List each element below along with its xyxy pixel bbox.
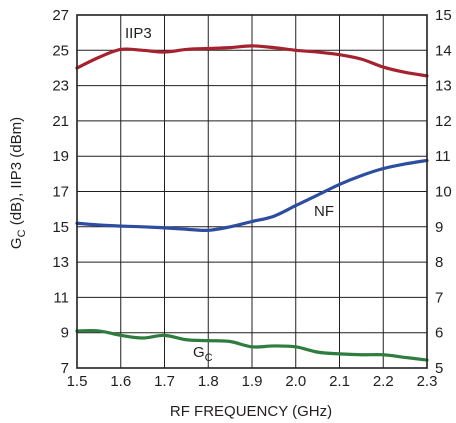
y-right-tick-label: 5 (435, 360, 443, 377)
x-tick-label: 2.0 (285, 373, 306, 390)
series-label-iip3: IIP3 (125, 25, 152, 42)
y-axis-title-left: GC (dB), IIP3 (dBm) (8, 117, 28, 249)
y-right-tick-label: 12 (435, 113, 452, 130)
y-right-tick-label: 6 (435, 325, 443, 342)
series-line-nf (75, 158, 429, 233)
y-right-tick-label: 15 (435, 7, 452, 24)
y-left-tick-label: 17 (52, 184, 69, 201)
y-left-tick-label: 23 (52, 78, 69, 95)
y-left-tick-label: 25 (52, 42, 69, 59)
y-right-tick-label: 14 (435, 42, 452, 59)
plot-frame (76, 14, 428, 369)
y-left-tick-label: 11 (53, 289, 69, 306)
y-left-tick-label: 13 (52, 254, 69, 271)
series-layer (75, 44, 429, 362)
tick-labels: 1.5 1.6 1.7 1.8 1.9 2.0 2.1 2.2 2.3 7 9 11 13 15 17 19 2… (52, 7, 451, 390)
x-tick-label: 1.6 (110, 373, 131, 390)
y-right-tick-label: 11 (435, 148, 451, 165)
series-line-iip3 (75, 44, 429, 78)
y-left-tick-label: 7 (61, 360, 69, 377)
x-tick-label: 1.8 (198, 373, 219, 390)
x-axis-title: RF FREQUENCY (GHz) (170, 403, 332, 420)
y-left-tick-label: 19 (52, 148, 69, 165)
y-right-tick-label: 9 (435, 219, 443, 236)
x-tick-label: 2.1 (329, 373, 350, 390)
y-left-tick-label: 9 (61, 325, 69, 342)
y-left-tick-label: 21 (52, 113, 69, 130)
y-left-tick-label: 15 (52, 219, 69, 236)
y-left-tick-label: 27 (52, 7, 69, 24)
x-tick-label: 1.9 (242, 373, 263, 390)
series-line-gc (75, 329, 429, 362)
x-tick-label: 2.3 (417, 373, 438, 390)
y-right-tick-label: 8 (435, 254, 443, 271)
grid (76, 14, 428, 369)
x-tick-label: 2.2 (373, 373, 394, 390)
y-right-tick-label: 10 (435, 184, 452, 201)
series-label-nf: NF (314, 203, 334, 220)
x-tick-label: 1.5 (67, 373, 88, 390)
y-right-tick-label: 7 (435, 289, 443, 306)
series-label-gc: GC (193, 344, 213, 364)
x-tick-label: 1.7 (154, 373, 175, 390)
y-right-tick-label: 13 (435, 78, 452, 95)
